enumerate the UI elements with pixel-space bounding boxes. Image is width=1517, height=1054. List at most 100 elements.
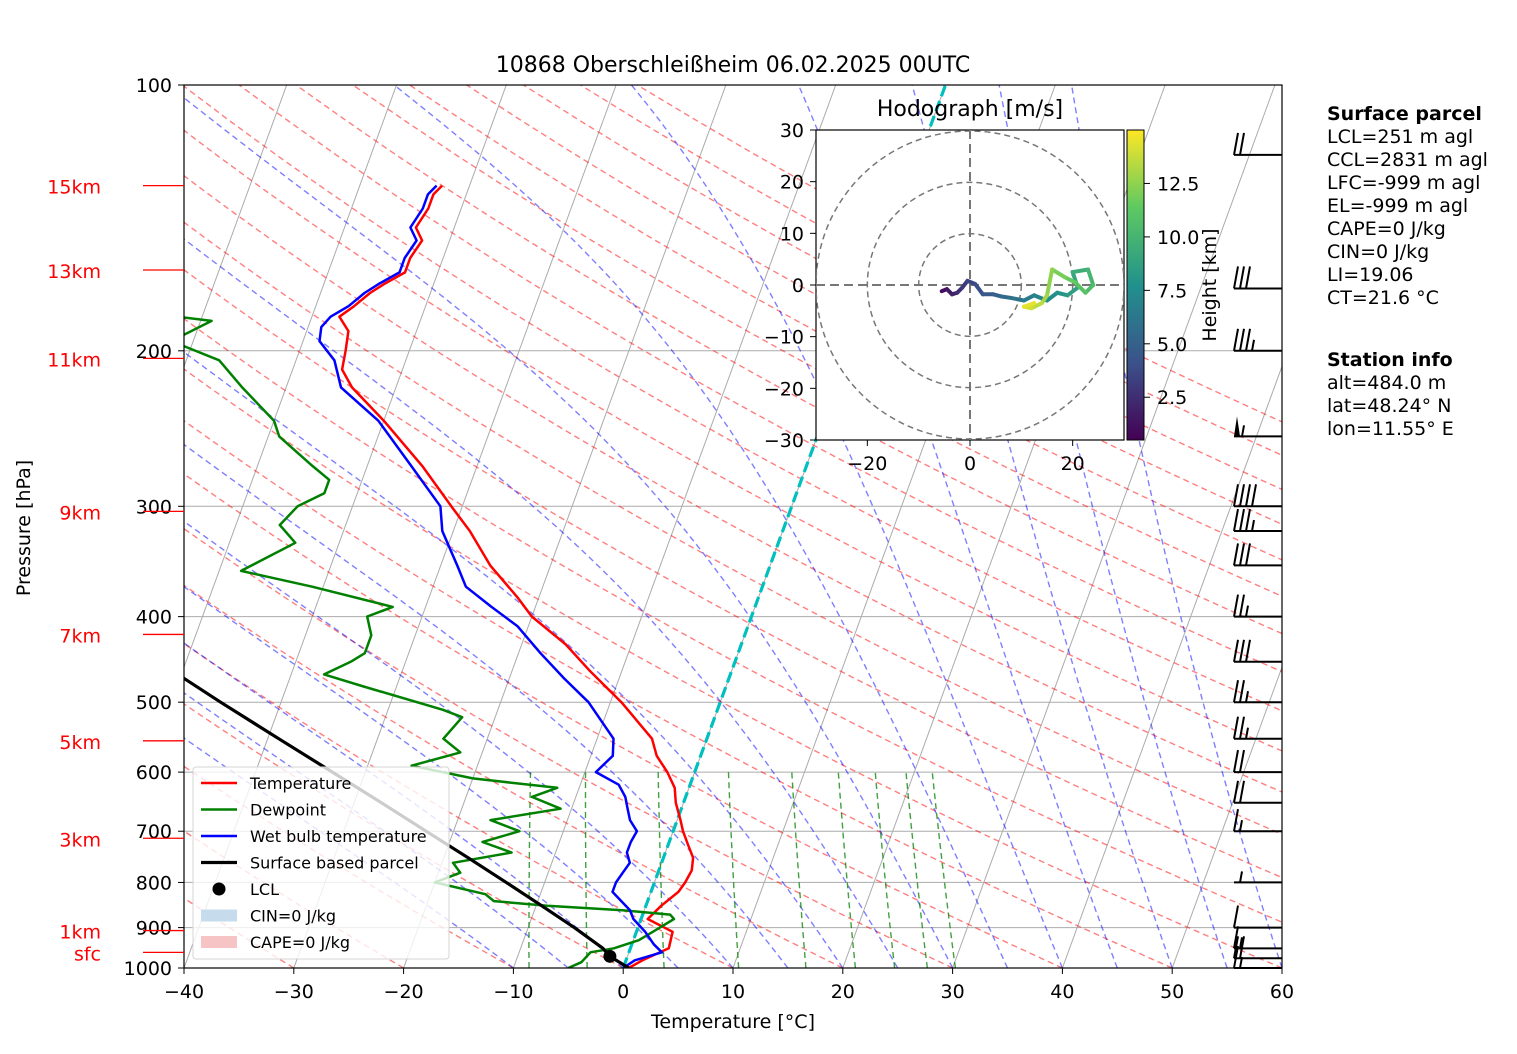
p-tick-label: 600 [136, 762, 172, 784]
barb-full [1239, 749, 1245, 773]
hodograph-y-tick-label: −30 [764, 430, 804, 452]
colorbar [1126, 129, 1145, 441]
hodograph-plot [816, 130, 1124, 440]
barb-half [1245, 727, 1249, 739]
barb-half [1251, 519, 1255, 532]
height-label: 11km [47, 349, 101, 371]
barb-full [1233, 936, 1239, 959]
isotherm-line [1061, 364, 1282, 968]
barb-full [1233, 780, 1239, 803]
zero-degree-isotherm [621, 85, 947, 968]
hodograph-segment [1070, 267, 1091, 275]
el-line: EL=-999 m agl [1327, 195, 1469, 217]
dry-adiabat [184, 269, 1282, 879]
hodograph-segment [1086, 267, 1096, 287]
barb-full [1245, 484, 1251, 507]
barb-full [1239, 266, 1245, 289]
legend-label: Temperature [249, 774, 351, 793]
mixing-ratio-line [584, 772, 588, 968]
barb-full [1239, 543, 1245, 566]
barb-full [1233, 680, 1239, 703]
legend-label: Dewpoint [250, 801, 326, 820]
moist-adiabat [184, 520, 734, 968]
barb-full [1245, 543, 1251, 566]
altitude-line: alt=484.0 m [1327, 372, 1447, 394]
dry-adiabat [184, 317, 1282, 923]
surface-parcel-title: Surface parcel [1327, 103, 1482, 125]
barb-full [1233, 132, 1239, 156]
hodograph-y-tick-label: 30 [780, 120, 804, 142]
dry-adiabat [184, 527, 953, 968]
barb-full [1245, 639, 1251, 662]
li-line: LI=19.06 [1327, 264, 1414, 286]
x-tick-label: 30 [941, 981, 965, 1003]
moist-adiabat [184, 351, 844, 968]
dry-adiabat [184, 85, 1282, 712]
hodograph-x-tick-label: 0 [964, 453, 976, 475]
x-tick-label: −30 [274, 981, 314, 1003]
hodograph-title: Hodograph [m/s] [877, 97, 1063, 122]
barb-full [1233, 926, 1239, 949]
p-tick-label: 400 [136, 607, 172, 629]
hodograph-y-tick-label: −20 [764, 378, 804, 400]
barb-full [1233, 809, 1239, 832]
legend-label: CIN=0 J/kg [250, 907, 336, 926]
isotherm-line [1171, 665, 1282, 968]
moist-adiabat [393, 85, 1009, 968]
barb-full [1239, 680, 1245, 703]
legend-label: CAPE=0 J/kg [250, 933, 350, 952]
height-label: 1km [59, 922, 101, 944]
grid-layer [184, 85, 1282, 968]
dry-adiabat [238, 85, 1282, 673]
barb-half [1245, 691, 1249, 703]
barb-full [1233, 905, 1239, 928]
barb-full [1233, 543, 1239, 566]
hodograph-y-tick-label: −10 [764, 327, 804, 349]
legend-box [192, 766, 450, 960]
p-tick-label: 200 [136, 341, 172, 363]
p-tick-label: 500 [136, 692, 172, 714]
legend-swatch [201, 909, 237, 922]
legend-swatch [212, 882, 226, 896]
legend-label: Surface based parcel [250, 854, 419, 873]
hodograph-y-tick-label: 0 [792, 275, 804, 297]
dry-adiabat [184, 473, 1063, 968]
mixing-ratio-line [657, 772, 665, 968]
barb-full [1233, 484, 1239, 507]
colorbar-tick-label: 2.5 [1157, 387, 1187, 409]
longitude-line: lon=11.55° E [1327, 418, 1454, 440]
dry-adiabat [184, 221, 1282, 835]
lcl-marker [603, 949, 617, 963]
x-tick-label: −20 [384, 981, 424, 1003]
hodograph-y-tick-label: 20 [780, 172, 804, 194]
wind-barbs [1233, 132, 1282, 969]
hodograph-segment [1050, 267, 1067, 280]
lfc-line: LFC=-999 m agl [1327, 172, 1481, 194]
p-tick-label: 700 [136, 821, 172, 843]
legend-swatch [201, 936, 237, 948]
x-tick-label: 60 [1270, 981, 1294, 1003]
colorbar-tick-label: 10.0 [1157, 227, 1199, 249]
barb-full [1233, 328, 1239, 351]
mixing-ratio-line [931, 772, 957, 968]
colorbar-label: Height [km] [1199, 228, 1221, 341]
x-tick-label: 10 [721, 981, 745, 1003]
barb-full [1245, 328, 1251, 351]
barb-half [1251, 339, 1255, 351]
height-label: 13km [47, 261, 101, 283]
barb-full [1233, 594, 1239, 617]
barb-half [1239, 820, 1243, 832]
barb-full [1233, 945, 1239, 969]
ccl-line: CCL=2831 m agl [1327, 149, 1488, 171]
series-wet-bulb-temperature [318, 184, 664, 968]
x-tick-label: −10 [493, 981, 533, 1003]
barb-half [1245, 605, 1249, 617]
dry-adiabat [184, 419, 1173, 968]
isotherm-line [184, 85, 397, 669]
axes-layer: Temperature [°C] Pressure [hPa] −40 −30 −2… [13, 75, 1294, 1033]
hodograph: Hodograph [m/s] Height [km] −20 0 20 −30 −20… [764, 97, 1221, 475]
station-info: Station info alt=484.0 m lat=48.24° N lo… [1327, 349, 1454, 441]
height-label: 9km [59, 502, 101, 524]
